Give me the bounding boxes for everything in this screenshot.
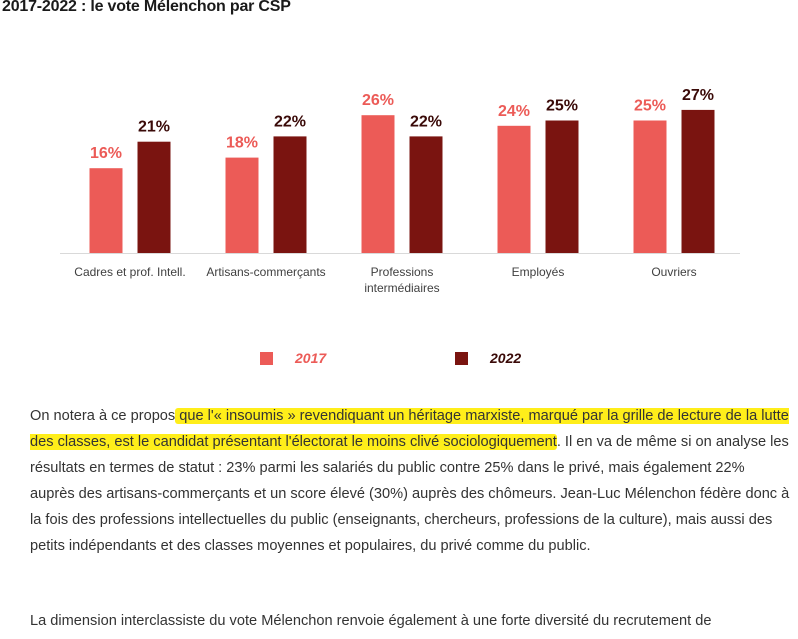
data-label-2022-1: 22% <box>274 113 306 130</box>
bar-2017-0 <box>89 168 123 253</box>
bar-2022-1 <box>273 136 307 253</box>
legend-label-2017: 2017 <box>295 350 327 366</box>
data-label-2017-4: 25% <box>634 98 666 115</box>
legend-swatch-2022 <box>455 351 468 365</box>
category-label-1-0: Artisans-commerçants <box>206 265 325 279</box>
data-label-2022-3: 25% <box>546 98 578 115</box>
bar-chart: 16% 18% 26% 24% 25% 21% 22% 22% 25% 27% Cadres et … <box>60 87 740 295</box>
paragraph-1-end: . Il en va de même si on analyse les rés… <box>30 434 790 554</box>
article-paragraph-2: La dimension interclassiste du vote Méle… <box>30 613 712 629</box>
data-label-2017-0: 16% <box>90 145 122 162</box>
bar-2017-3 <box>497 125 531 253</box>
legend-label-2022: 2022 <box>490 350 522 366</box>
category-label-4-0: Ouvriers <box>651 265 696 279</box>
bar-2017-1 <box>225 157 259 253</box>
paragraph-1-start: On notera à ce propos <box>30 408 176 424</box>
category-label-2-1: intermédiaires <box>364 281 439 295</box>
data-label-2022-2: 22% <box>410 113 442 130</box>
data-label-2017-1: 18% <box>226 135 258 152</box>
bar-2017-2 <box>361 115 395 253</box>
data-label-2017-2: 26% <box>362 92 394 109</box>
article-paragraph-1: On notera à ce propos que l'« insoumis »… <box>30 403 790 559</box>
data-label-2022-0: 21% <box>138 119 170 136</box>
chart-heading: 2017-2022 : le vote Mélenchon par CSP <box>2 0 291 15</box>
data-label-2022-4: 27% <box>682 87 714 104</box>
category-label-3-0: Employés <box>512 265 565 279</box>
legend-item-2022: 2022 <box>455 350 521 366</box>
legend-swatch-2017 <box>260 351 273 365</box>
category-label-0-0: Cadres et prof. Intell. <box>74 265 185 279</box>
bar-2022-3 <box>545 120 579 253</box>
bar-2022-2 <box>409 136 443 253</box>
bar-2022-4 <box>681 109 715 254</box>
bar-2022-0 <box>137 141 171 253</box>
legend-item-2017: 2017 <box>260 350 326 366</box>
bar-2017-4 <box>633 120 667 253</box>
data-label-2017-3: 24% <box>498 103 530 120</box>
category-label-2-0: Professions <box>371 265 434 279</box>
